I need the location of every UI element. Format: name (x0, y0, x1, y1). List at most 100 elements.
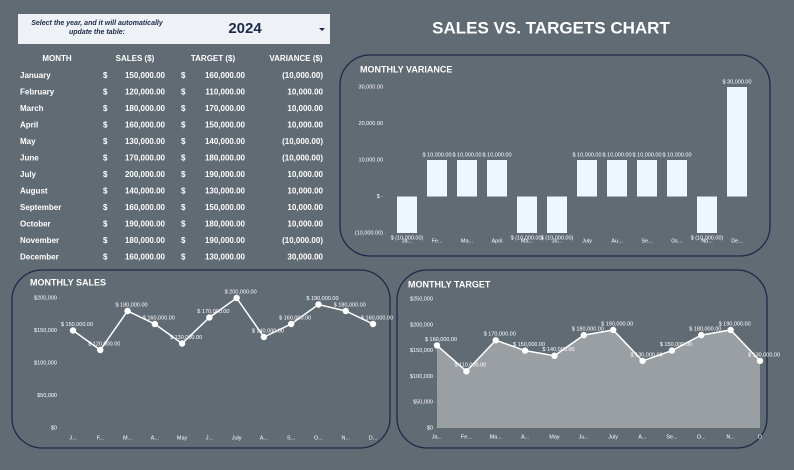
table-cell: $ (103, 236, 108, 245)
table-cell: $ (181, 88, 186, 97)
x-tick-label: N... (726, 434, 735, 440)
value-label: $ 130,000.00 (630, 352, 662, 358)
bar (637, 160, 657, 197)
x-tick-label: S... (287, 435, 296, 441)
line (72, 296, 374, 352)
x-tick-label: Fe... (431, 238, 442, 244)
value-label: $ 10,000.00 (422, 152, 451, 158)
y-tick-label: $50,000 (413, 400, 433, 406)
point (551, 352, 558, 359)
y-tick-label: $50,000 (37, 393, 57, 399)
y-tick-label: $100,000 (34, 360, 57, 366)
table-cell: November (20, 236, 59, 245)
table-cell: August (20, 187, 48, 196)
x-tick-label: No... (701, 238, 713, 244)
x-tick-label: May (549, 434, 560, 440)
table-cell: 180,000.00 (205, 154, 246, 163)
table-cell: $ (181, 220, 186, 229)
table-cell: 170,000.00 (125, 154, 166, 163)
bar (487, 160, 507, 197)
y-tick-label: $0 (427, 425, 433, 431)
y-tick-label: 10,000.00 (359, 157, 383, 163)
table-cell: 160,000.00 (205, 71, 246, 80)
value-label: $ 110,000.00 (455, 363, 487, 369)
value-label: $ 150,000.00 (61, 322, 93, 328)
panel (11, 269, 391, 449)
x-tick-label: Ma... (521, 238, 534, 244)
x-tick-label: Au... (611, 238, 623, 244)
table-cell: 10,000.00 (287, 187, 323, 196)
table-cell: (10,000.00) (282, 71, 323, 80)
x-tick-label: N... (341, 435, 350, 441)
chart-title: MONTHLY SALES (30, 277, 106, 287)
point (609, 326, 617, 334)
column-header: VARIANCE ($) (269, 54, 323, 63)
point (124, 307, 131, 315)
y-tick-label: 20,000.00 (359, 121, 383, 127)
table-cell: $ (181, 154, 186, 163)
point (668, 347, 676, 354)
table-cell: July (20, 170, 37, 179)
x-tick-label: Ju... (579, 434, 590, 440)
table-cell: $ (103, 104, 108, 113)
table-cell: December (20, 253, 59, 262)
x-tick-label: July (608, 434, 618, 440)
x-tick-label: De... (731, 238, 743, 244)
table-cell: 170,000.00 (205, 104, 246, 113)
table-cell: 180,000.00 (205, 220, 246, 229)
value-label: $ 190,000.00 (601, 321, 633, 327)
point (580, 331, 588, 339)
x-tick-label: A... (638, 434, 647, 440)
y-tick-label: $150,000 (410, 348, 433, 354)
table-cell: $ (181, 253, 186, 262)
table-cell: $ (103, 154, 108, 163)
table-cell: 140,000.00 (125, 187, 166, 196)
value-label: $ 160,000.00 (361, 315, 393, 321)
x-tick-label: M... (123, 435, 133, 441)
x-tick-label: D (758, 434, 762, 440)
x-tick-label: July (232, 435, 242, 441)
value-label: $ 10,000.00 (602, 152, 631, 158)
point (342, 307, 349, 315)
table-cell: 160,000.00 (125, 203, 166, 212)
table-cell: 190,000.00 (125, 220, 166, 229)
value-label: $ 130,000.00 (748, 352, 780, 358)
bar (517, 196, 537, 233)
y-tick-label: $0 (51, 425, 57, 431)
table-cell: $ (181, 137, 186, 146)
table-cell: $ (181, 71, 186, 80)
y-tick-label: (10,000.00) (355, 230, 383, 236)
point (756, 357, 764, 365)
table-cell: 10,000.00 (287, 203, 323, 212)
value-label: $ 130,000.00 (170, 335, 202, 341)
year-selector[interactable] (18, 14, 330, 44)
table-cell: $ (103, 187, 108, 196)
prompt: update the table: (69, 29, 125, 36)
table-cell: 120,000.00 (125, 88, 166, 97)
dropdown-arrow[interactable] (319, 28, 325, 31)
value-label: $ 160,000.00 (279, 315, 311, 321)
x-tick-label: April (491, 238, 502, 244)
table-cell: $ (103, 220, 108, 229)
y-tick-label: 30,000.00 (359, 84, 383, 90)
panel (339, 54, 771, 257)
x-tick-label: July (582, 238, 592, 244)
table-cell: March (20, 104, 44, 113)
table-cell: April (20, 121, 38, 130)
table-cell: 150,000.00 (205, 203, 246, 212)
value-label: $ 10,000.00 (482, 152, 511, 158)
value-label: $ 160,000.00 (143, 315, 175, 321)
table-cell: 200,000.00 (125, 170, 166, 179)
table-cell: (10,000.00) (282, 137, 323, 146)
value-label: $ 30,000.00 (722, 79, 751, 85)
x-tick-label: J... (69, 435, 77, 441)
value-label: $ 190,000.00 (719, 321, 751, 327)
bar (727, 87, 747, 197)
value-label: $ 150,000.00 (660, 342, 692, 348)
point (521, 347, 529, 354)
bar (547, 196, 567, 233)
table-cell: $ (181, 187, 186, 196)
x-tick-label: Ju... (552, 238, 563, 244)
value-label: $ 10,000.00 (452, 152, 481, 158)
x-tick-label: Ja... (432, 434, 443, 440)
